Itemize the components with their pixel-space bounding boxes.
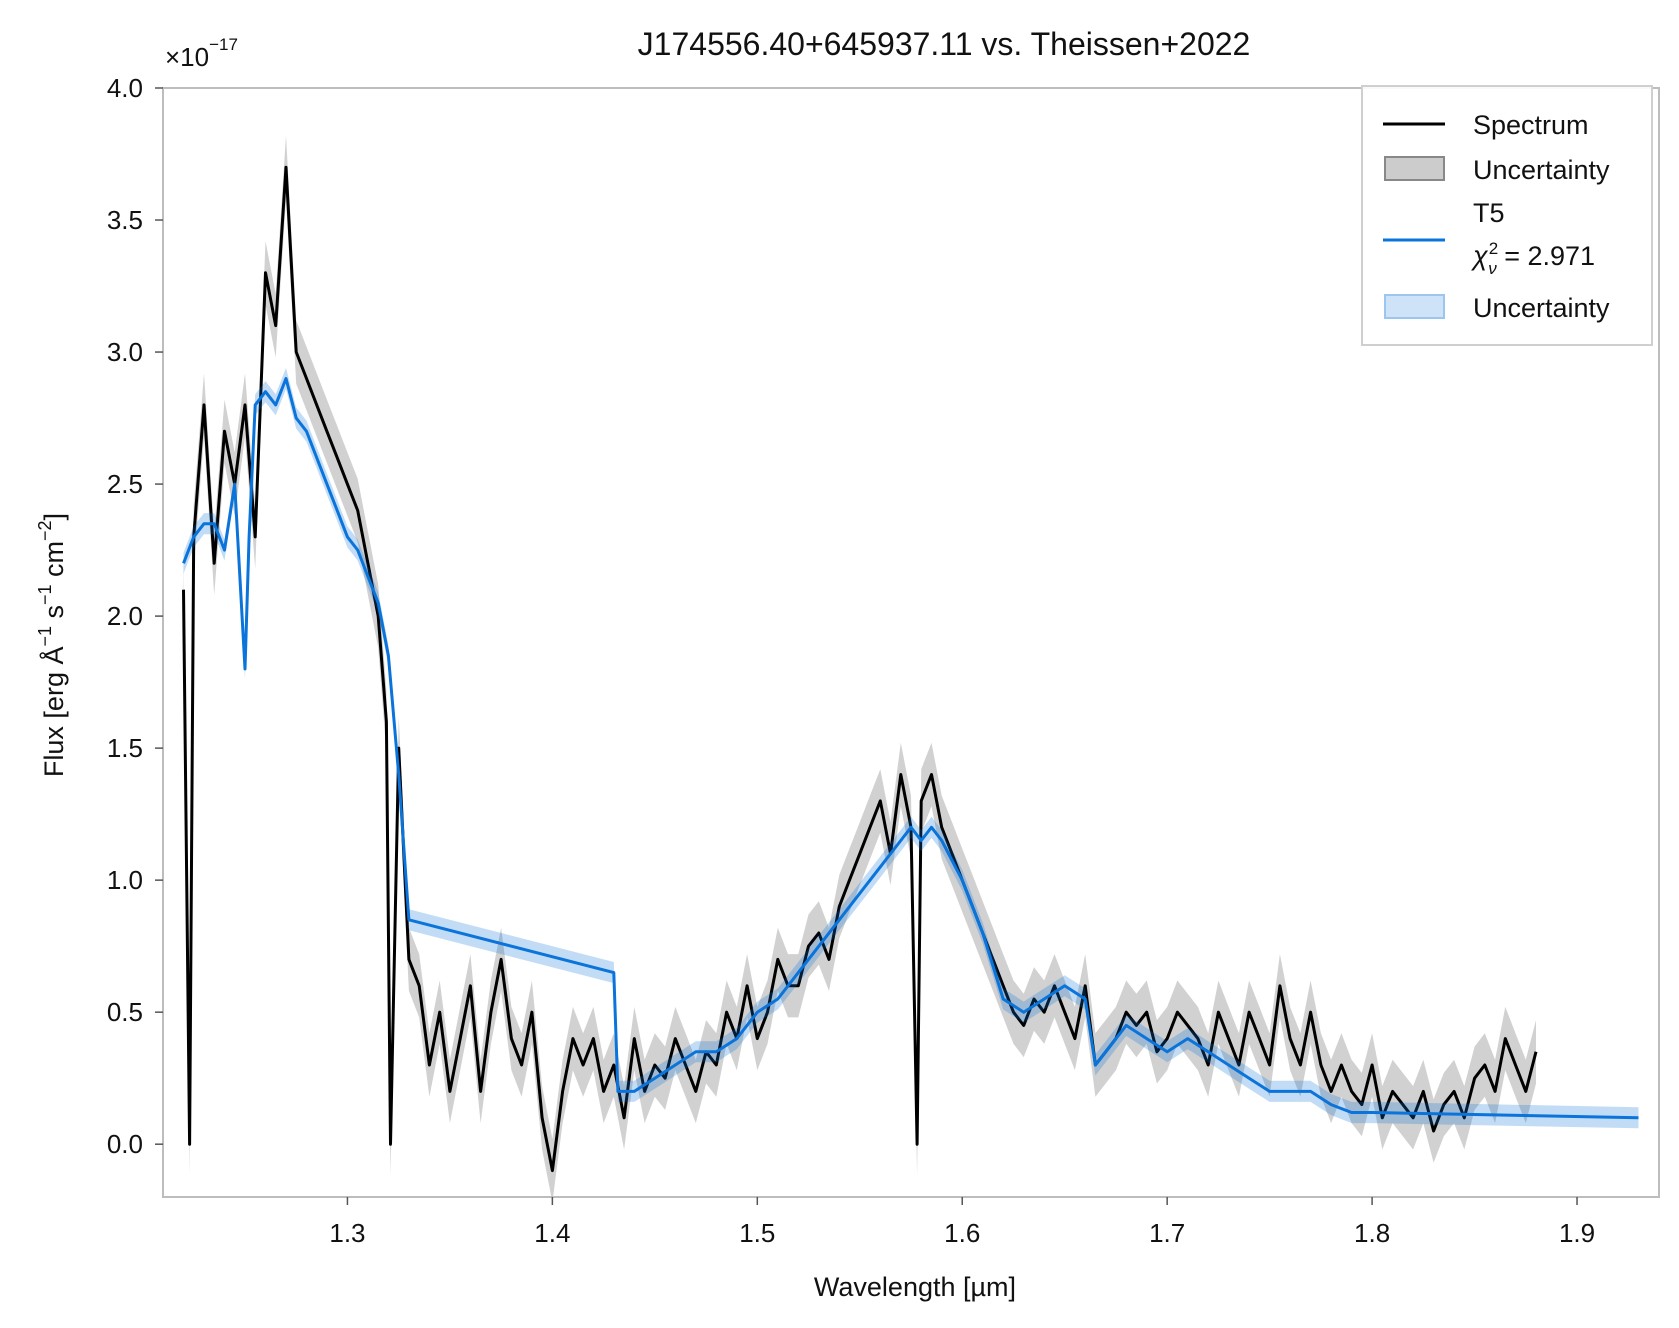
y-scale-factor: ×10−17 bbox=[165, 35, 238, 72]
legend-model-label: T5 bbox=[1473, 198, 1505, 228]
x-tick-label: 1.6 bbox=[944, 1218, 980, 1248]
spectrum-line bbox=[182, 165, 1538, 1173]
x-axis: 1.3 1.4 1.5 1.6 1.7 1.8 1.9 bbox=[329, 1197, 1595, 1248]
chart-title: J174556.40+645937.11 vs. Theissen+2022 bbox=[638, 26, 1251, 62]
y-tick-label: 0.5 bbox=[107, 997, 143, 1027]
legend-spectrum-uncertainty-swatch bbox=[1384, 156, 1445, 181]
x-tick-label: 1.7 bbox=[1149, 1218, 1185, 1248]
y-tick-label: 2.0 bbox=[107, 601, 143, 631]
t5-uncertainty-band bbox=[183, 367, 1639, 1129]
y-tick-label: 2.5 bbox=[107, 469, 143, 499]
y-tick-label: 1.5 bbox=[107, 733, 143, 763]
legend-model-uncertainty-swatch bbox=[1384, 294, 1445, 319]
x-tick-label: 1.3 bbox=[329, 1218, 365, 1248]
y-tick-label: 0.0 bbox=[107, 1129, 143, 1159]
legend-spectrum-label: Spectrum bbox=[1473, 110, 1589, 140]
y-tick-label: 3.5 bbox=[107, 205, 143, 235]
t5-line bbox=[182, 377, 1639, 1120]
y-axis-label: Flux [erg Å−1 s−1 cm−2] bbox=[35, 513, 69, 777]
legend-model-chi2: χ2 ν = 2.971 bbox=[1471, 239, 1595, 278]
x-tick-label: 1.5 bbox=[739, 1218, 775, 1248]
x-tick-label: 1.9 bbox=[1559, 1218, 1595, 1248]
legend-spectrum-uncertainty-label: Uncertainty bbox=[1473, 155, 1610, 185]
legend-model-uncertainty-label: Uncertainty bbox=[1473, 293, 1610, 323]
y-axis: 0.0 0.5 1.0 1.5 2.0 2.5 3.0 3.5 4.0 bbox=[107, 73, 163, 1159]
y-tick-label: 3.0 bbox=[107, 337, 143, 367]
plot-frame bbox=[162, 87, 1660, 1198]
series-layer bbox=[182, 135, 1639, 1203]
x-tick-label: 1.8 bbox=[1354, 1218, 1390, 1248]
x-tick-label: 1.4 bbox=[534, 1218, 570, 1248]
y-tick-label: 4.0 bbox=[107, 73, 143, 103]
spectrum-uncertainty-band bbox=[183, 135, 1536, 1203]
y-tick-label: 1.0 bbox=[107, 865, 143, 895]
legend: Spectrum Uncertainty T5 χ2 ν = 2.971 Unce… bbox=[1361, 85, 1653, 346]
x-axis-label: Wavelength [µm] bbox=[814, 1272, 1016, 1302]
